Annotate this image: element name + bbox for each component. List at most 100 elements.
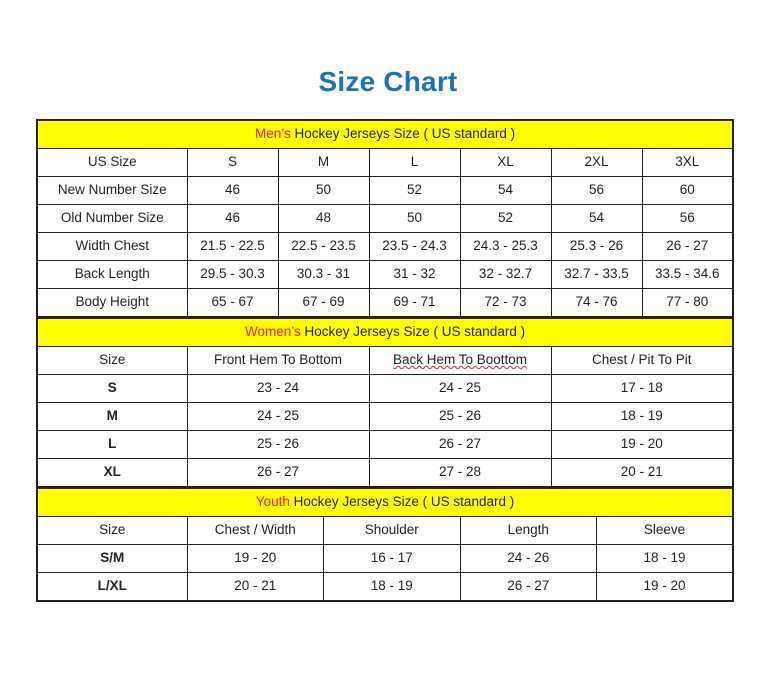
mens-cell-width-chest-2xl: 25.3 - 26: [550, 232, 643, 261]
mens-cell-body-height-3xl: 77 - 80: [641, 288, 734, 317]
mens-cell-body-height-l: 69 - 71: [368, 288, 461, 317]
size-tables-container: Men’s Hockey Jerseys Size ( US standard …: [36, 119, 735, 602]
youth-col-head-chest-width: Chest / Width: [186, 516, 324, 545]
womens-cell-m-chest-pit: 18 - 19: [550, 402, 734, 431]
youth-row-label-lxl: L/XL: [36, 572, 188, 602]
womens-row-label-l: L: [36, 430, 188, 459]
mens-col-head-l: L: [368, 148, 461, 177]
mens-cell-width-chest-xl: 24.3 - 25.3: [459, 232, 552, 261]
womens-banner-rest: Hockey Jerseys Size ( US standard ): [300, 324, 526, 340]
youth-cell-lxl-length: 26 - 27: [459, 572, 597, 602]
womens-cell-l-back-hem: 26 - 27: [368, 430, 552, 459]
mens-cell-new-number-size-l: 52: [368, 176, 461, 205]
womens-cell-s-front-hem: 23 - 24: [186, 374, 370, 403]
youth-cell-lxl-shoulder: 18 - 19: [323, 572, 461, 602]
mens-cell-body-height-m: 67 - 69: [277, 288, 370, 317]
mens-row-label-new-number-size: New Number Size: [36, 176, 188, 205]
mens-cell-new-number-size-s: 46: [186, 176, 279, 205]
table-row: M 24 - 25 25 - 26 18 - 19: [36, 402, 734, 431]
mens-cell-body-height-xl: 72 - 73: [459, 288, 552, 317]
mens-cell-back-length-xl: 32 - 32.7: [459, 260, 552, 289]
mens-cell-new-number-size-3xl: 60: [641, 176, 734, 205]
womens-size-table: Women’s Hockey Jerseys Size ( US standar…: [36, 317, 735, 487]
mens-section-banner-row: Men’s Hockey Jerseys Size ( US standard …: [36, 119, 734, 149]
table-row: XL 26 - 27 27 - 28 20 - 21: [36, 458, 734, 487]
misspelled-word: Back Hem To Boottom: [392, 352, 528, 368]
mens-cell-old-number-size-3xl: 56: [641, 204, 734, 233]
womens-row-label-m: M: [36, 402, 188, 431]
mens-col-head-s: S: [186, 148, 279, 177]
mens-cell-back-length-3xl: 33.5 - 34.6: [641, 260, 734, 289]
youth-col-head-shoulder: Shoulder: [323, 516, 461, 545]
mens-col-head-2xl: 2XL: [550, 148, 643, 177]
youth-header-row: Size Chest / Width Shoulder Length Sleev…: [36, 516, 734, 545]
mens-banner-rest: Hockey Jerseys Size ( US standard ): [290, 126, 516, 142]
table-row: Old Number Size 46 48 50 52 54 56: [36, 204, 734, 233]
mens-cell-old-number-size-2xl: 54: [550, 204, 643, 233]
page-title: Size Chart: [318, 66, 458, 97]
table-row: Width Chest 21.5 - 22.5 22.5 - 23.5 23.5…: [36, 232, 734, 261]
table-row: Back Length 29.5 - 30.3 30.3 - 31 31 - 3…: [36, 260, 734, 289]
mens-cell-body-height-s: 65 - 67: [186, 288, 279, 317]
youth-col-head-size: Size: [36, 516, 188, 545]
womens-col-head-chest-pit-to-pit: Chest / Pit To Pit: [550, 346, 734, 375]
table-row: S/M 19 - 20 16 - 17 24 - 26 18 - 19: [36, 544, 734, 573]
youth-cell-sm-length: 24 - 26: [459, 544, 597, 573]
womens-section-banner-row: Women’s Hockey Jerseys Size ( US standar…: [36, 317, 734, 347]
youth-row-label-sm: S/M: [36, 544, 188, 573]
table-row: Body Height 65 - 67 67 - 69 69 - 71 72 -…: [36, 288, 734, 317]
womens-col-head-size: Size: [36, 346, 188, 375]
mens-cell-new-number-size-2xl: 56: [550, 176, 643, 205]
womens-cell-xl-front-hem: 26 - 27: [186, 458, 370, 487]
mens-col-head-us-size: US Size: [36, 148, 188, 177]
youth-size-table: Youth Hockey Jerseys Size ( US standard …: [36, 487, 735, 602]
womens-row-label-xl: XL: [36, 458, 188, 487]
table-row: S 23 - 24 24 - 25 17 - 18: [36, 374, 734, 403]
youth-cell-sm-sleeve: 18 - 19: [596, 544, 734, 573]
mens-cell-width-chest-3xl: 26 - 27: [641, 232, 734, 261]
womens-cell-xl-back-hem: 27 - 28: [368, 458, 552, 487]
mens-cell-body-height-2xl: 74 - 76: [550, 288, 643, 317]
womens-cell-l-front-hem: 25 - 26: [186, 430, 370, 459]
womens-banner-group-word: Women’s: [244, 324, 301, 340]
table-row: New Number Size 46 50 52 54 56 60: [36, 176, 734, 205]
mens-cell-new-number-size-xl: 54: [459, 176, 552, 205]
mens-section-banner: Men’s Hockey Jerseys Size ( US standard …: [36, 119, 734, 149]
table-row: L 25 - 26 26 - 27 19 - 20: [36, 430, 734, 459]
mens-cell-old-number-size-s: 46: [186, 204, 279, 233]
womens-cell-xl-chest-pit: 20 - 21: [550, 458, 734, 487]
youth-cell-sm-chest-width: 19 - 20: [186, 544, 324, 573]
womens-col-head-back-hem-to-boottom: Back Hem To Boottom: [368, 346, 552, 375]
youth-banner-rest: Hockey Jerseys Size ( US standard ): [289, 494, 515, 510]
womens-cell-s-back-hem: 24 - 25: [368, 374, 552, 403]
womens-row-label-s: S: [36, 374, 188, 403]
mens-row-label-back-length: Back Length: [36, 260, 188, 289]
mens-size-table: Men’s Hockey Jerseys Size ( US standard …: [36, 119, 735, 317]
mens-cell-back-length-l: 31 - 32: [368, 260, 461, 289]
youth-col-head-length: Length: [459, 516, 597, 545]
womens-cell-s-chest-pit: 17 - 18: [550, 374, 734, 403]
mens-cell-old-number-size-xl: 52: [459, 204, 552, 233]
mens-cell-back-length-s: 29.5 - 30.3: [186, 260, 279, 289]
womens-cell-m-back-hem: 25 - 26: [368, 402, 552, 431]
youth-cell-sm-shoulder: 16 - 17: [323, 544, 461, 573]
mens-row-label-body-height: Body Height: [36, 288, 188, 317]
mens-row-label-width-chest: Width Chest: [36, 232, 188, 261]
table-row: L/XL 20 - 21 18 - 19 26 - 27 19 - 20: [36, 572, 734, 602]
mens-row-label-old-number-size: Old Number Size: [36, 204, 188, 233]
womens-header-row: Size Front Hem To Bottom Back Hem To Boo…: [36, 346, 734, 375]
mens-cell-new-number-size-m: 50: [277, 176, 370, 205]
mens-col-head-m: M: [277, 148, 370, 177]
mens-banner-group-word: Men’s: [254, 126, 291, 142]
mens-cell-width-chest-l: 23.5 - 24.3: [368, 232, 461, 261]
youth-cell-lxl-sleeve: 19 - 20: [596, 572, 734, 602]
mens-cell-width-chest-m: 22.5 - 23.5: [277, 232, 370, 261]
womens-col-head-front-hem-to-bottom: Front Hem To Bottom: [186, 346, 370, 375]
mens-cell-old-number-size-l: 50: [368, 204, 461, 233]
mens-cell-back-length-m: 30.3 - 31: [277, 260, 370, 289]
mens-col-head-3xl: 3XL: [641, 148, 734, 177]
mens-cell-back-length-2xl: 32.7 - 33.5: [550, 260, 643, 289]
womens-section-banner: Women’s Hockey Jerseys Size ( US standar…: [36, 317, 734, 347]
youth-section-banner-row: Youth Hockey Jerseys Size ( US standard …: [36, 487, 734, 517]
